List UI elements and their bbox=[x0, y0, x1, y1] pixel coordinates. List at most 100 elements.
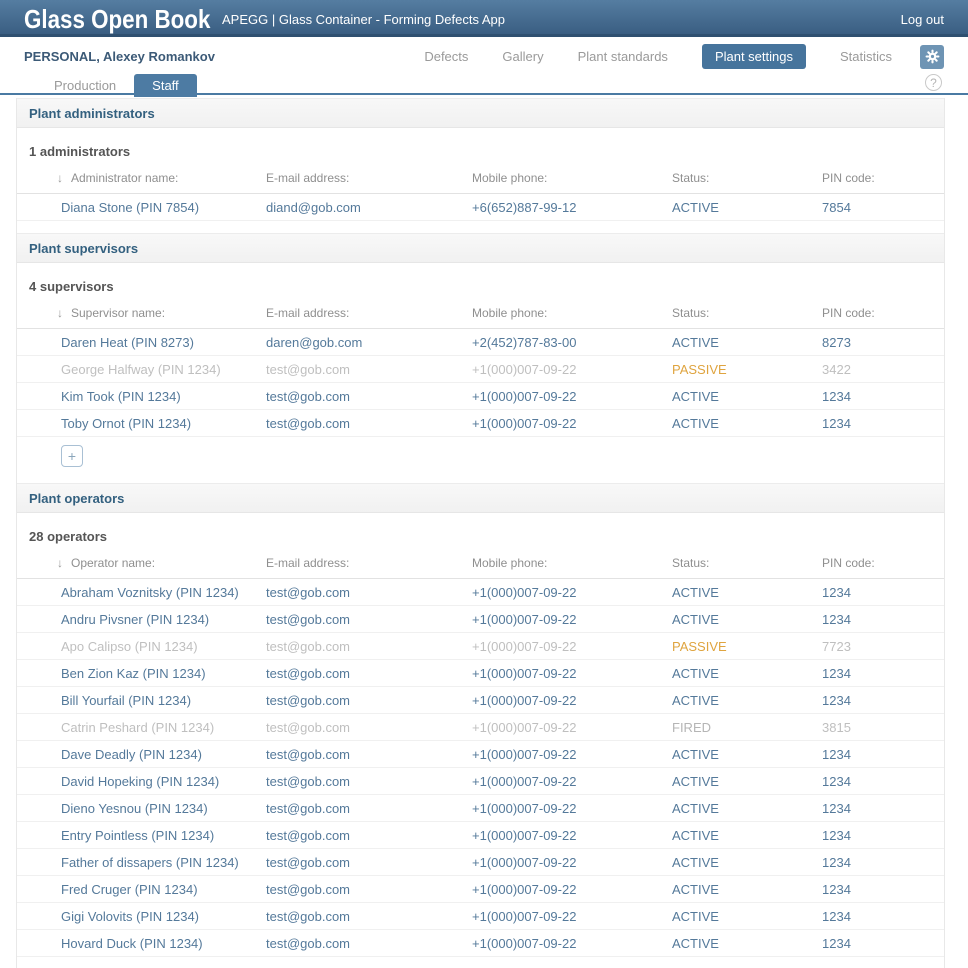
table-row[interactable]: Andru Pivsner (PIN 1234) test@gob.com +1(0… bbox=[17, 606, 944, 633]
column-header-name[interactable]: Administrator name: bbox=[71, 171, 179, 185]
section-title: Plant administrators bbox=[29, 105, 155, 121]
person-status: ACTIVE bbox=[672, 746, 719, 762]
person-pin: 1234 bbox=[822, 935, 851, 951]
person-name: Gigi Volovits (PIN 1234) bbox=[61, 908, 200, 924]
table-row[interactable]: Diana Stone (PIN 7854) diand@gob.com +6(65… bbox=[17, 194, 944, 221]
person-status: ACTIVE bbox=[672, 908, 719, 924]
person-status: ACTIVE bbox=[672, 800, 719, 816]
nav-item-defects[interactable]: Defects bbox=[424, 49, 469, 64]
app-title: APEGG | Glass Container - Forming Defect… bbox=[222, 12, 505, 27]
column-header-status: Status: bbox=[672, 556, 710, 570]
column-header-email: E-mail address: bbox=[266, 171, 350, 185]
person-pin: 3422 bbox=[822, 361, 851, 377]
person-email: test@gob.com bbox=[266, 800, 351, 816]
table-row[interactable]: Father of dissapers (PIN 1234) test@gob.c… bbox=[17, 849, 944, 876]
person-email: test@gob.com bbox=[266, 773, 351, 789]
column-header-name[interactable]: Supervisor name: bbox=[71, 306, 166, 320]
main-content: Plant administrators 1 administrators ↓ … bbox=[16, 98, 945, 968]
table-row[interactable]: Dieno Yesnou (PIN 1234) test@gob.com +1(00… bbox=[17, 795, 944, 822]
column-header-phone: Mobile phone: bbox=[472, 306, 548, 320]
person-phone: +1(000)007-09-22 bbox=[472, 719, 577, 735]
person-status: ACTIVE bbox=[672, 388, 719, 404]
person-phone: +1(000)007-09-22 bbox=[472, 638, 577, 654]
table-row[interactable]: Abraham Voznitsky (PIN 1234) test@gob.com… bbox=[17, 579, 944, 606]
person-phone: +1(000)007-09-22 bbox=[472, 854, 577, 870]
person-pin: 1234 bbox=[822, 881, 851, 897]
table-row[interactable]: Kim Took (PIN 1234) test@gob.com +1(000)00… bbox=[17, 383, 944, 410]
sub-tab-bar: Production Staff ? bbox=[0, 74, 968, 97]
nav-wrap: Defects Gallery Plant standards Plant setti… bbox=[424, 44, 944, 69]
nav-item-statistics[interactable]: Statistics bbox=[839, 49, 892, 64]
table-row[interactable]: Ben Zion Kaz (PIN 1234) test@gob.com +1(00… bbox=[17, 660, 944, 687]
nav-item-plant-standards[interactable]: Plant standards bbox=[577, 49, 668, 64]
person-name: Daren Heat (PIN 8273) bbox=[61, 334, 194, 350]
column-header-pin: PIN code: bbox=[822, 556, 875, 570]
logout-link[interactable]: Log out bbox=[900, 12, 944, 27]
table-header: ↓ Operator name: E-mail address: Mobile … bbox=[17, 552, 944, 579]
person-name: Hovard Duck (PIN 1234) bbox=[61, 935, 203, 951]
table-row[interactable]: Gigi Volovits (PIN 1234) test@gob.com +1(0… bbox=[17, 903, 944, 930]
table-row[interactable]: David Hopeking (PIN 1234) test@gob.com +1(… bbox=[17, 768, 944, 795]
person-pin: 1234 bbox=[822, 584, 851, 600]
table-row[interactable]: Catrin Peshard (PIN 1234) test@gob.com +1(… bbox=[17, 714, 944, 741]
person-status: ACTIVE bbox=[672, 199, 719, 215]
sort-arrow-icon: ↓ bbox=[57, 306, 63, 320]
settings-gear-button[interactable] bbox=[920, 44, 944, 69]
table-row[interactable]: Bill Yourfail (PIN 1234) test@gob.com +1(0… bbox=[17, 687, 944, 714]
person-name: Fred Cruger (PIN 1234) bbox=[61, 881, 198, 897]
section-body: 1 administrators ↓ Administrator name: E… bbox=[17, 144, 944, 233]
person-phone: +1(000)007-09-22 bbox=[472, 665, 577, 681]
table-row[interactable]: Daren Heat (PIN 8273) daren@gob.com +2(452… bbox=[17, 329, 944, 356]
person-email: daren@gob.com bbox=[266, 334, 363, 350]
column-header-status: Status: bbox=[672, 171, 710, 185]
person-name: Kim Took (PIN 1234) bbox=[61, 388, 181, 404]
person-phone: +1(000)007-09-22 bbox=[472, 584, 577, 600]
person-name: David Hopeking (PIN 1234) bbox=[61, 773, 220, 789]
table-row[interactable]: Entry Pointless (PIN 1234) test@gob.com +1… bbox=[17, 822, 944, 849]
person-name: Dave Deadly (PIN 1234) bbox=[61, 746, 202, 762]
column-header-phone: Mobile phone: bbox=[472, 556, 548, 570]
tab-production[interactable]: Production bbox=[54, 78, 117, 93]
table-row[interactable]: Apo Calipso (PIN 1234) test@gob.com +1(000… bbox=[17, 633, 944, 660]
column-header-email: E-mail address: bbox=[266, 556, 350, 570]
section-header-bar: Plant operators bbox=[17, 483, 944, 513]
section-header-bar: Plant supervisors bbox=[17, 233, 944, 263]
person-status: ACTIVE bbox=[672, 611, 719, 627]
table-row[interactable]: Fred Cruger (PIN 1234) test@gob.com +1(000… bbox=[17, 876, 944, 903]
nav-item-plant-settings[interactable]: Plant settings bbox=[701, 44, 806, 69]
table-row[interactable]: Hovard Duck (PIN 1234) test@gob.com +1(000… bbox=[17, 930, 944, 957]
add-person-button[interactable]: + bbox=[61, 445, 83, 467]
person-name: Andru Pivsner (PIN 1234) bbox=[61, 611, 210, 627]
person-name: Entry Pointless (PIN 1234) bbox=[61, 827, 215, 843]
table-row[interactable]: Toby Ornot (PIN 1234) test@gob.com +1(000)… bbox=[17, 410, 944, 437]
person-email: test@gob.com bbox=[266, 935, 351, 951]
person-name: Abraham Voznitsky (PIN 1234) bbox=[61, 584, 239, 600]
person-email: test@gob.com bbox=[266, 611, 351, 627]
section-title: Plant operators bbox=[29, 490, 125, 506]
section-title: Plant supervisors bbox=[29, 240, 139, 256]
section-body: 28 operators ↓ Operator name: E-mail add… bbox=[17, 529, 944, 968]
column-header-name[interactable]: Operator name: bbox=[71, 556, 156, 570]
help-icon[interactable]: ? bbox=[925, 74, 942, 91]
person-email: test@gob.com bbox=[266, 361, 351, 377]
person-name: Diana Stone (PIN 7854) bbox=[61, 199, 200, 215]
tab-staff[interactable]: Staff bbox=[134, 74, 197, 97]
user-bar: PERSONAL, Alexey Romankov Defects Gallery… bbox=[0, 37, 968, 74]
person-phone: +1(000)007-09-22 bbox=[472, 800, 577, 816]
person-email: test@gob.com bbox=[266, 854, 351, 870]
person-name: Father of dissapers (PIN 1234) bbox=[61, 854, 239, 870]
section-administrators: Plant administrators 1 administrators ↓ … bbox=[17, 98, 944, 233]
person-phone: +1(000)007-09-22 bbox=[472, 746, 577, 762]
nav-item-gallery[interactable]: Gallery bbox=[502, 49, 544, 64]
section-count: 4 supervisors bbox=[29, 279, 114, 294]
table-row[interactable]: George Halfway (PIN 1234) test@gob.com +1(… bbox=[17, 356, 944, 383]
sort-arrow-icon: ↓ bbox=[57, 171, 63, 185]
person-phone: +1(000)007-09-22 bbox=[472, 773, 577, 789]
person-name: Dieno Yesnou (PIN 1234) bbox=[61, 800, 208, 816]
column-header-phone: Mobile phone: bbox=[472, 171, 548, 185]
table-row[interactable]: Dave Deadly (PIN 1234) test@gob.com +1(000… bbox=[17, 741, 944, 768]
person-status: ACTIVE bbox=[672, 827, 719, 843]
person-status: PASSIVE bbox=[672, 361, 727, 377]
main-nav: Defects Gallery Plant standards Plant setti… bbox=[424, 44, 892, 69]
table-body: Daren Heat (PIN 8273) daren@gob.com +2(452… bbox=[17, 329, 944, 437]
